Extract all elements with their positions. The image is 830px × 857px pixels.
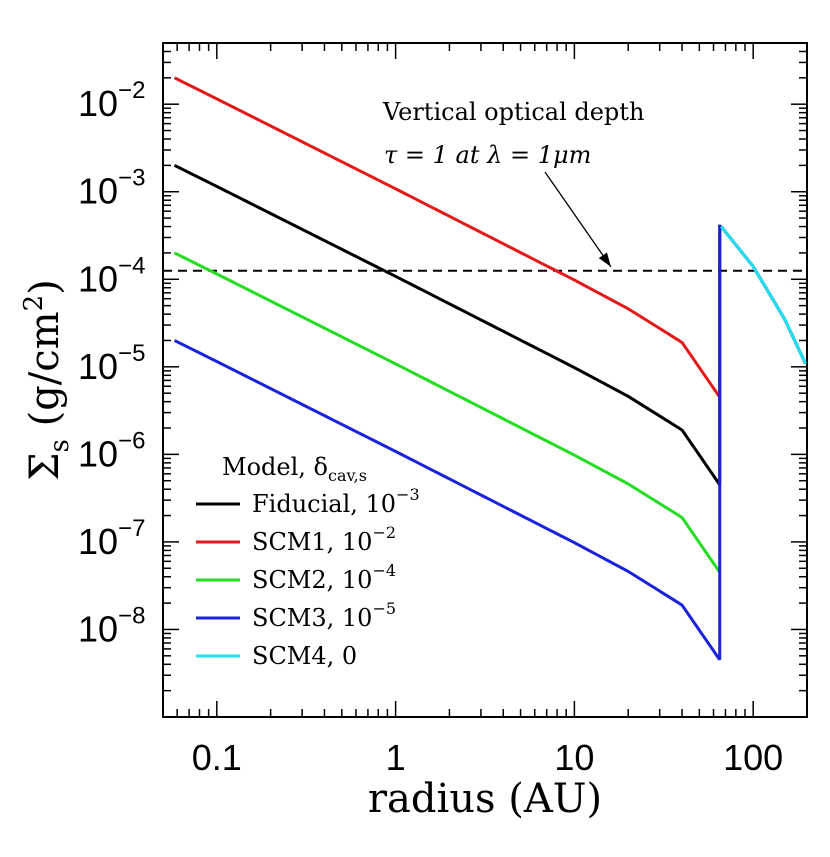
series-scm4-outer	[720, 225, 807, 365]
annotation-arrow	[544, 171, 612, 268]
series-layer	[173, 76, 807, 661]
series-scm2-inner	[173, 251, 721, 574]
series-scm1-inner	[173, 76, 721, 399]
annotation-arrowhead	[598, 252, 611, 267]
legend-label-fiducial: Fiducial, 10−3	[252, 485, 420, 518]
legend-label-scm3: SCM3, 10−5	[252, 599, 396, 632]
annotation-line-1: Vertical optical depth	[382, 98, 644, 126]
series-fiducial-outer	[720, 225, 807, 365]
legend: Model, δcav,s Fiducial, 10−3 SCM1, 10−2 SC…	[196, 453, 420, 670]
y-tick-label: 10−8	[78, 602, 145, 649]
x-axis-label: radius (AU)	[368, 776, 602, 822]
tick-labels: 0.1 1 10 100 10−2 10−3 10−4 10−5 10−6 10−7 10−8	[78, 77, 783, 778]
x-tick-label: 100	[723, 737, 783, 778]
x-tick-label: 1	[386, 737, 406, 778]
series-fiducial-inner	[173, 164, 721, 486]
x-tick-label: 10	[554, 737, 594, 778]
y-tick-label: 10−6	[78, 427, 145, 474]
y-tick-label: 10−4	[78, 252, 145, 299]
series-scm3-inner	[173, 339, 721, 661]
legend-title: Model, δcav,s	[222, 453, 367, 485]
y-tick-label: 10−7	[78, 515, 145, 562]
x-tick-label: 0.1	[192, 737, 242, 778]
legend-items: Fiducial, 10−3 SCM1, 10−2 SCM2, 10−4 SCM3, …	[196, 485, 420, 670]
legend-label-scm2: SCM2, 10−4	[252, 561, 396, 594]
y-axis-label: Σs (g/cm2)	[19, 279, 75, 481]
legend-label-scm1: SCM1, 10−2	[252, 523, 396, 556]
axis-ticks	[162, 42, 808, 718]
legend-label-scm4: SCM4, 0	[252, 642, 357, 670]
series-scm3-outer	[720, 225, 807, 365]
y-tick-label: 10−3	[78, 165, 145, 212]
annotation-line-2: τ = 1 at λ = 1μm	[384, 141, 591, 169]
y-tick-label: 10−5	[78, 340, 145, 387]
y-tick-label: 10−2	[78, 77, 145, 124]
